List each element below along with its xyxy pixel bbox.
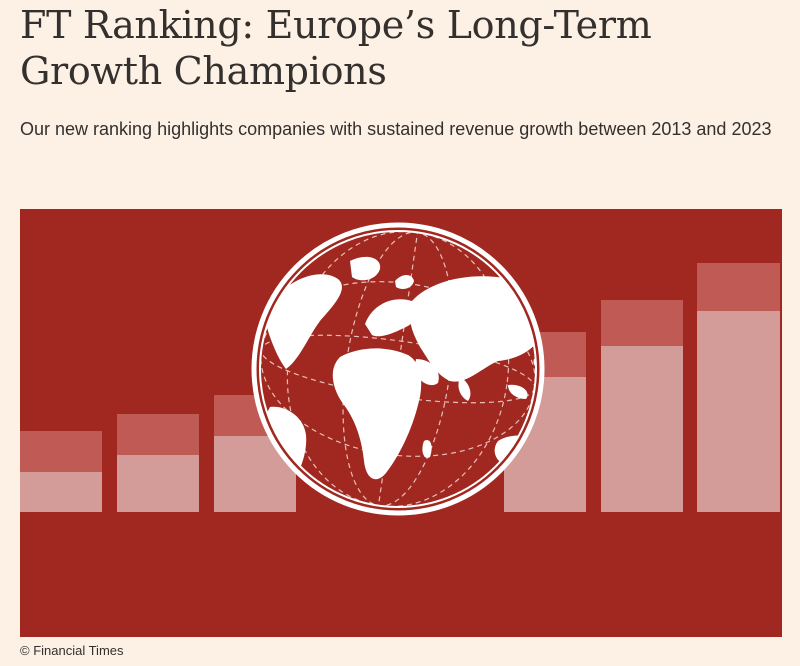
image-credit: © Financial Times [20,643,124,658]
bar-7-top [697,263,780,311]
bar-1-bottom [20,472,102,512]
main-illustration [20,209,782,637]
bar-2-top [117,414,199,455]
article-title: FT Ranking: Europe’s Long-Term Growth Ch… [20,3,652,93]
bar-7-bottom [697,311,780,512]
bar-1-top [20,431,102,472]
bar-6-bottom [601,346,683,512]
bar-2-bottom [117,455,199,512]
article-subtitle: Our new ranking highlights companies wit… [20,119,772,139]
bar-6-top [601,300,683,346]
globe-icon [251,222,545,516]
